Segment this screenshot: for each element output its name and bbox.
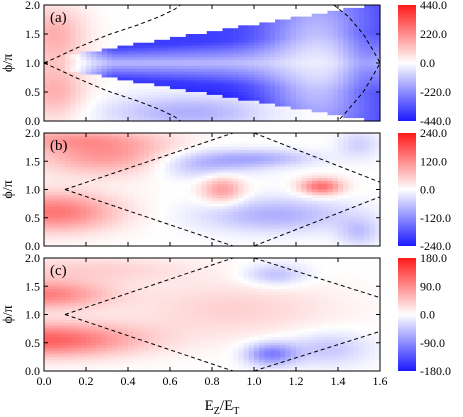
y-tick-label: 0.5 — [25, 336, 40, 350]
x-axis-title-main: E — [205, 398, 214, 414]
x-axis-title: EZ/ET — [205, 398, 240, 417]
colorbar-tick-label: 90.0 — [420, 279, 441, 293]
colorbar-tick-label: 0.0 — [420, 183, 435, 197]
boundary-line — [253, 330, 381, 372]
boundary-line — [43, 4, 181, 64]
boundary-line — [253, 257, 381, 299]
colorbar-tick-label: 0.0 — [420, 56, 435, 70]
y-axis-title: ϕ/π — [1, 305, 16, 323]
colorbar-tick-label: -120.0 — [420, 211, 451, 225]
y-tick-label: 1.5 — [25, 154, 40, 168]
panel-label: (c) — [50, 263, 67, 279]
panel-b: 0.0 0.5 1.0 1.5 2.0 ϕ/π (b) 240.0 120.0 0.0 -120.0… — [1, 126, 451, 253]
panel-label: (b) — [50, 138, 68, 154]
x-tick-label: 1.2 — [289, 374, 304, 388]
colorbar-tick-label: -220.0 — [420, 85, 451, 99]
x-tick-label: 1.0 — [247, 374, 262, 388]
x-tick-label: 1.6 — [373, 374, 388, 388]
heatmap-c — [44, 258, 381, 372]
colorbar-c: 180.0 90.0 0.0 -90.0 -180.0 — [398, 251, 451, 378]
heatmap-a — [44, 5, 381, 122]
boundary-line — [253, 132, 381, 183]
colorbar-b: 240.0 120.0 0.0 -120.0 -240.0 — [398, 126, 451, 253]
colorbar-tick-label: 120.0 — [420, 154, 447, 168]
y-axis-title: ϕ/π — [1, 54, 16, 72]
colorbar-tick-label: -240.0 — [420, 239, 451, 253]
y-tick-label: 1.5 — [25, 279, 40, 293]
x-tick-label: 0.6 — [163, 374, 178, 388]
boundary-line — [43, 62, 181, 122]
y-tick-label: 2.0 — [25, 126, 40, 140]
y-tick-label: 0.0 — [25, 364, 40, 378]
y-tick-label: 2.0 — [25, 251, 40, 265]
colorbar-tick-label: 180.0 — [420, 251, 447, 265]
boundary-lines-a — [43, 4, 381, 122]
colorbar-tick-label: 240.0 — [420, 126, 447, 140]
boundary-line — [64, 132, 234, 190]
colorbar-gradient — [398, 133, 416, 246]
x-tick-label: 1.4 — [331, 374, 346, 388]
colorbar-gradient — [398, 5, 416, 121]
colorbar-tick-label: -440.0 — [420, 114, 451, 128]
boundary-line — [64, 189, 234, 247]
colorbar-tick-label: -180.0 — [420, 364, 451, 378]
colorbar-tick-label: -90.0 — [420, 336, 445, 350]
panel-label: (a) — [50, 10, 67, 26]
colorbar-gradient — [398, 258, 416, 371]
colorbar-tick-label: 440.0 — [420, 0, 447, 12]
x-axis-title-sub-1: Z — [214, 406, 220, 417]
x-tick-label: 0.4 — [121, 374, 136, 388]
boundary-line — [64, 257, 234, 315]
y-tick-label: 1.0 — [25, 183, 40, 197]
panel-a: 0.0 0.5 1.0 1.5 2.0 ϕ/π (a) 440.0 220.0 0.0 -220.0… — [1, 0, 451, 128]
x-axis-title-slash: /E — [220, 398, 233, 414]
heatmap-b — [44, 133, 381, 247]
boundary-line — [64, 314, 234, 372]
x-tick-label: 0.2 — [79, 374, 94, 388]
boundary-line — [253, 196, 381, 247]
y-tick-label: 0.0 — [25, 114, 40, 128]
y-tick-label: 0.0 — [25, 239, 40, 253]
y-axis-title: ϕ/π — [1, 180, 16, 198]
x-tick-label: 0.0 — [37, 374, 52, 388]
y-tick-label: 2.0 — [25, 0, 40, 12]
y-tick-label: 1.0 — [25, 56, 40, 70]
x-tick-label: 0.8 — [205, 374, 220, 388]
panel-c: 0.0 0.2 0.4 0.6 0.8 1.0 1.2 1.4 1.6 0.0 0.5 1.0 1.5 2… — [1, 251, 451, 388]
y-tick-label: 1.5 — [25, 27, 40, 41]
y-tick-label: 0.5 — [25, 211, 40, 225]
colorbar-tick-label: 220.0 — [420, 27, 447, 41]
colorbar-tick-label: 0.0 — [420, 308, 435, 322]
y-tick-label: 1.0 — [25, 308, 40, 322]
y-tick-label: 0.5 — [25, 85, 40, 99]
colorbar-a: 440.0 220.0 0.0 -220.0 -440.0 — [398, 0, 451, 128]
x-axis-title-sub-2: T — [233, 406, 239, 417]
